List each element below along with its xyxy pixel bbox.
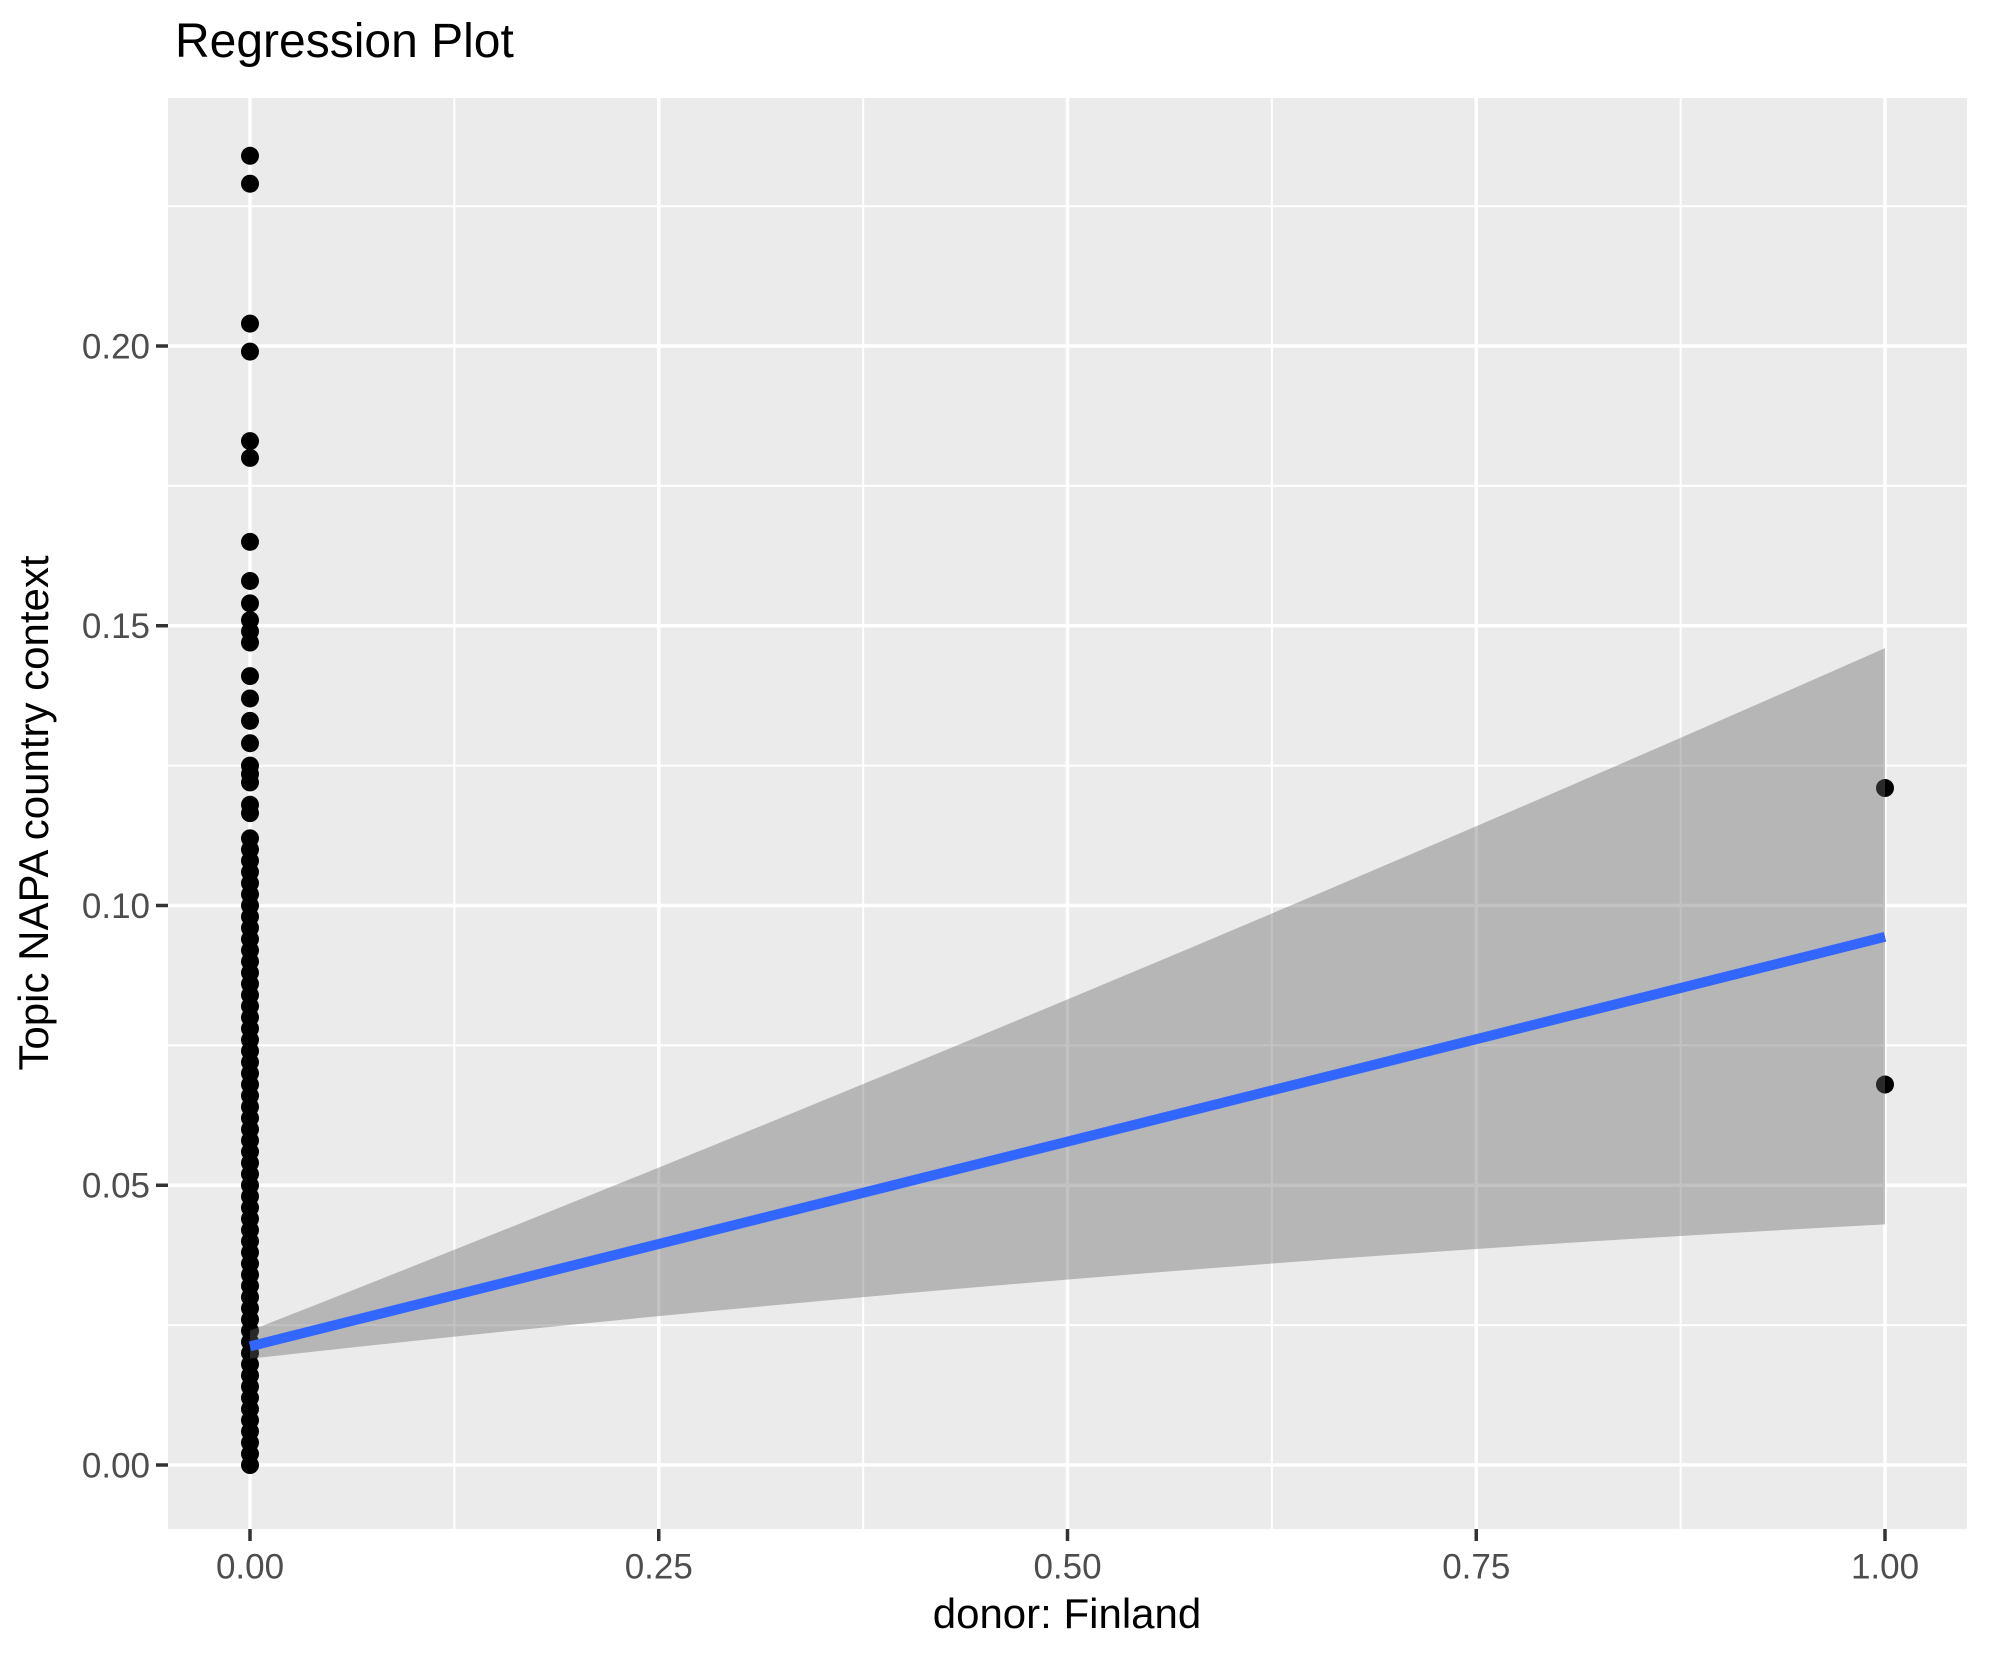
data-point (241, 448, 259, 467)
y-tick-label: 0.20 (82, 327, 150, 366)
y-tick-label: 0.00 (82, 1446, 150, 1485)
y-axis-ticks (156, 344, 168, 1467)
data-point (241, 432, 259, 451)
x-tick-label: 0.75 (1442, 1547, 1510, 1586)
y-tick-label: 0.15 (82, 607, 150, 646)
data-point (241, 314, 259, 333)
y-tick-labels: 0.00 0.05 0.10 0.15 0.20 (82, 327, 150, 1485)
x-tick-labels: 0.00 0.25 0.50 0.75 1.00 (216, 1547, 1919, 1586)
data-point (241, 532, 259, 551)
x-tick-label: 0.50 (1033, 1547, 1101, 1586)
y-tick-label: 0.10 (82, 887, 150, 926)
x-axis-title: donor: Finland (933, 1590, 1202, 1637)
data-point (241, 773, 259, 792)
data-point (241, 571, 259, 590)
data-point (241, 594, 259, 613)
data-point (241, 734, 259, 753)
y-axis-title: Topic NAPA country context (10, 555, 57, 1070)
data-point (241, 1456, 259, 1474)
x-axis-ticks (248, 1529, 1887, 1541)
data-point (241, 342, 259, 361)
x-tick-label: 0.00 (216, 1547, 284, 1586)
data-point (1876, 779, 1894, 798)
data-point (241, 146, 259, 165)
y-tick-label: 0.05 (82, 1167, 150, 1206)
data-point (241, 667, 259, 686)
data-point (241, 804, 259, 823)
scatter-points (241, 146, 1894, 1474)
data-point (241, 633, 259, 652)
x-tick-label: 1.00 (1851, 1547, 1919, 1586)
x-tick-label: 0.25 (625, 1547, 693, 1586)
confidence-band (250, 648, 1885, 1359)
data-point (241, 711, 259, 730)
plot-title: Regression Plot (175, 15, 514, 68)
data-point (241, 174, 259, 193)
data-point (1876, 1075, 1894, 1094)
regression-line (248, 931, 1887, 1352)
data-point (241, 689, 259, 708)
